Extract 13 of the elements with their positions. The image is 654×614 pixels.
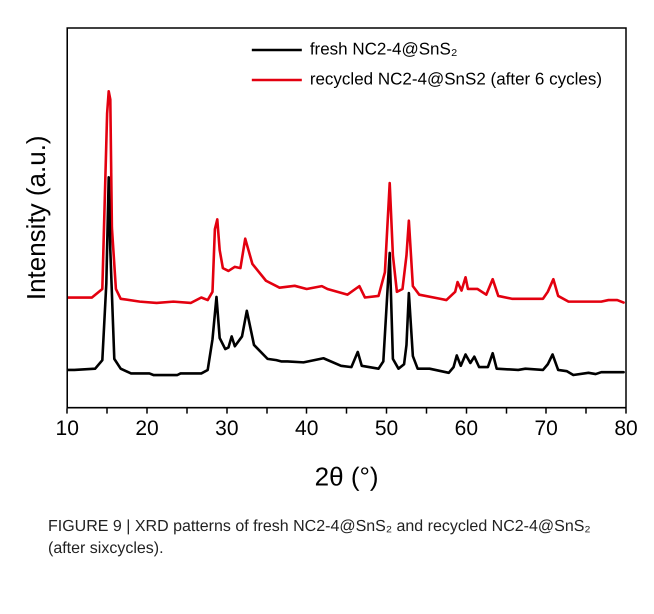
y-axis-title: Intensity (a.u.) (20, 135, 51, 300)
x-tick-label: 80 (614, 416, 638, 440)
x-tick-label: 50 (374, 416, 398, 440)
caption: FIGURE 9 | XRD patterns of fresh NC2-4@SnS₂ and recycled NC2-4@SnS₂ (after sixcycles). (47, 517, 592, 560)
x-tick-label: 10 (56, 416, 79, 440)
x-tick-label: 40 (295, 416, 318, 440)
legend-label: recycled NC2-4@SnS2 (after 6 cycles) (310, 70, 602, 89)
x-tick-label: 70 (534, 416, 558, 440)
x-tick-label: 60 (454, 416, 478, 440)
x-axis-title: 2θ (°) (314, 462, 379, 492)
x-tick-label: 20 (135, 416, 159, 440)
legend-label: fresh NC2-4@SnS₂ (310, 40, 458, 59)
x-tick-label: 30 (215, 416, 239, 440)
